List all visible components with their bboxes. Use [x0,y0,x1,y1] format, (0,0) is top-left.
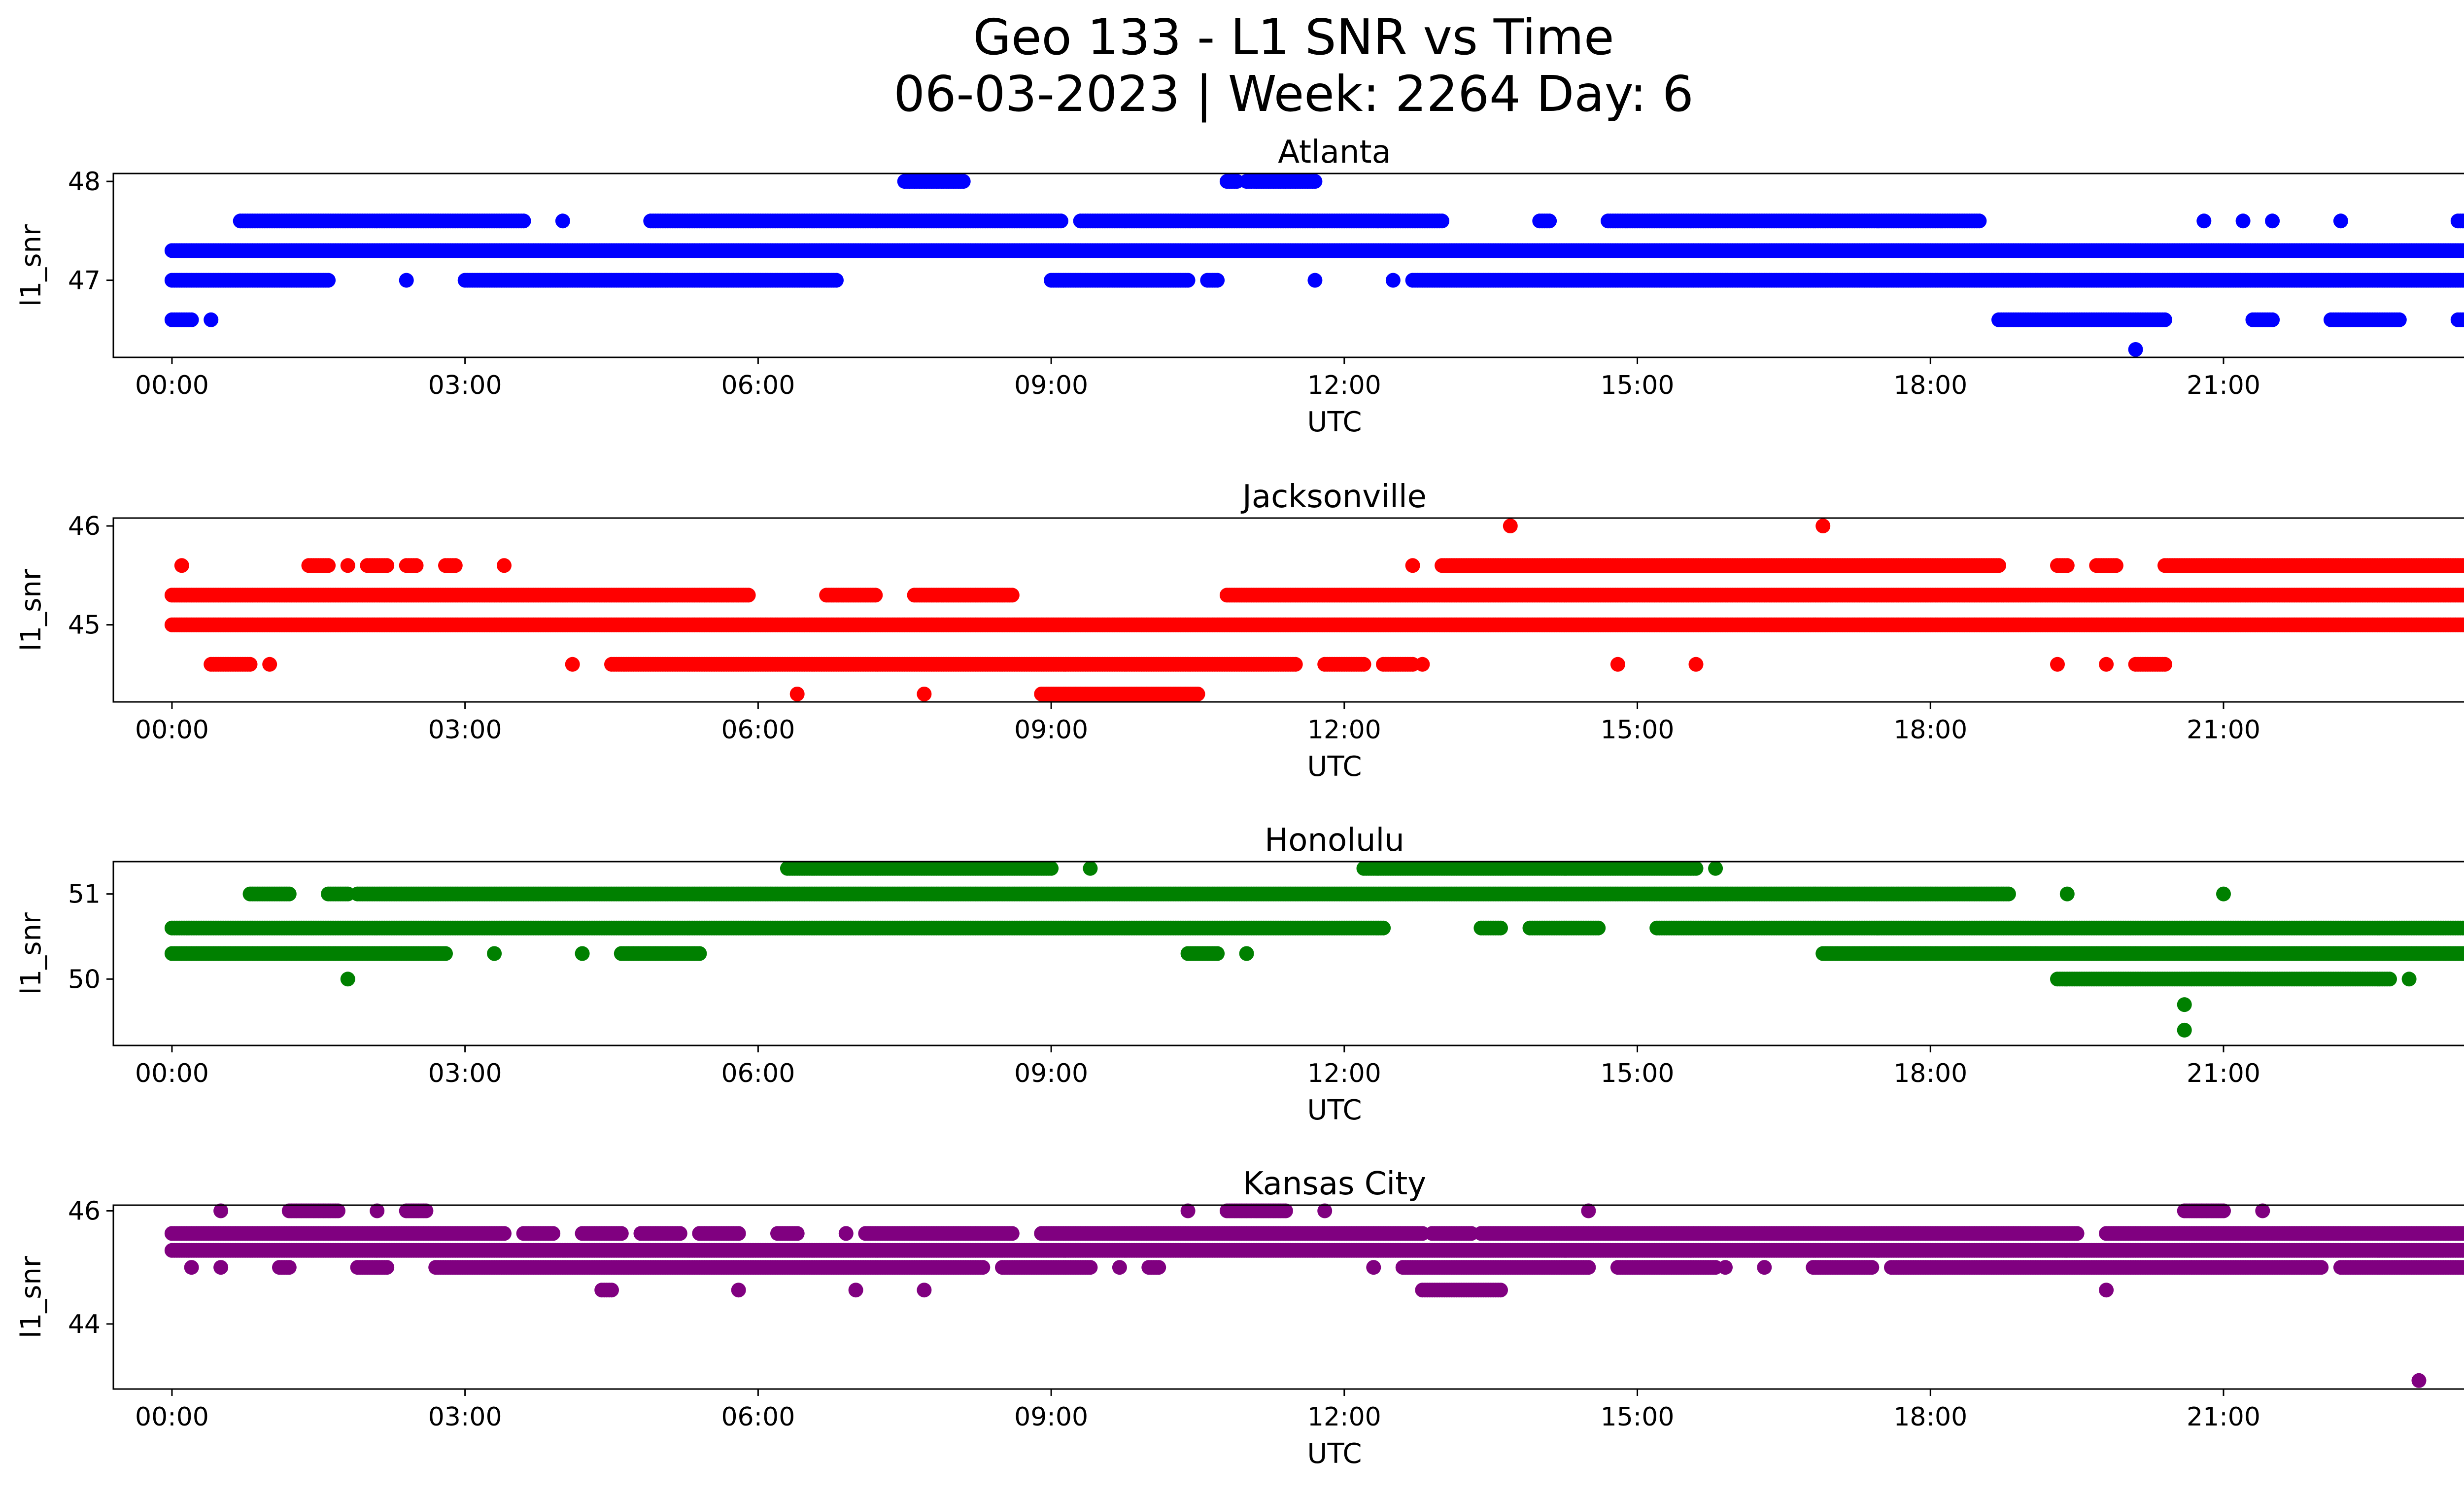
data-point [242,657,258,672]
data-point [1180,273,1196,288]
x-tick-label: 00:00 [135,371,209,400]
data-point [1991,558,2006,573]
data-point [2460,214,2464,228]
data-point [497,558,512,573]
data-point [2128,342,2143,357]
x-tick-label: 12:00 [1307,371,1381,400]
data-point [1210,273,1225,288]
data-point [1435,213,1450,229]
data-point [379,558,395,573]
data-point [1503,519,1518,533]
data-point [321,558,336,573]
data-point [2265,213,2280,229]
subplot-title: Jacksonville [1240,479,1427,515]
data-point [516,213,531,229]
x-tick-label: 15:00 [1601,371,1675,400]
data-point [204,312,219,327]
data-point [340,558,355,573]
data-point [2333,213,2348,229]
data-point [829,273,844,288]
data-point [956,174,971,189]
data-point [2392,312,2407,327]
y-tick-label: 47 [68,266,101,296]
data-point [1004,588,1020,603]
data-point [868,588,883,603]
data-point [1972,213,1987,229]
data-point [1405,558,1420,573]
subplot-atlanta: Atlanta 00:00 03:00 06:00 09:00 12:00 15:00 18:… [15,134,2464,438]
x-tick-label: 21:00 [2187,371,2260,400]
x-tick-label: 03:00 [428,371,502,400]
scatter-series-atlanta [164,174,2464,357]
data-point [262,657,277,672]
data-point [1307,273,1323,288]
data-point [1307,174,1323,189]
data-point [741,588,756,603]
data-point [174,558,189,573]
data-point [1053,213,1068,229]
figure-title-line-2: 06-03-2023 | Week: 2264 Day: 6 [893,65,1693,123]
data-point [555,213,570,229]
data-point [1542,213,1557,229]
data-point [409,558,424,573]
data-point [2108,558,2123,573]
data-point [184,312,199,327]
x-tick-label: 06:00 [721,371,795,400]
x-axis-label: UTC [1307,406,1362,438]
data-point [321,273,336,288]
data-point [1815,519,1831,533]
figure-title-line-1: Geo 133 - L1 SNR vs Time [973,8,1614,66]
data-point [2235,213,2251,229]
x-tick-label: 18:00 [1893,371,1967,400]
y-tick-label: 48 [68,167,101,197]
data-point [2196,213,2212,229]
y-axis-label: l1_snr [15,224,47,307]
data-point [565,657,580,672]
subplots: Atlanta 00:00 03:00 06:00 09:00 12:00 15:00 18:… [15,134,2464,1470]
data-point [2059,558,2075,573]
data-point [2157,312,2172,327]
subplot-title: Atlanta [1278,134,1391,171]
x-tick-label: 09:00 [1014,371,1088,400]
data-point [2265,312,2280,327]
data-point [399,273,414,288]
data-point [1385,273,1401,288]
data-point [447,558,463,573]
